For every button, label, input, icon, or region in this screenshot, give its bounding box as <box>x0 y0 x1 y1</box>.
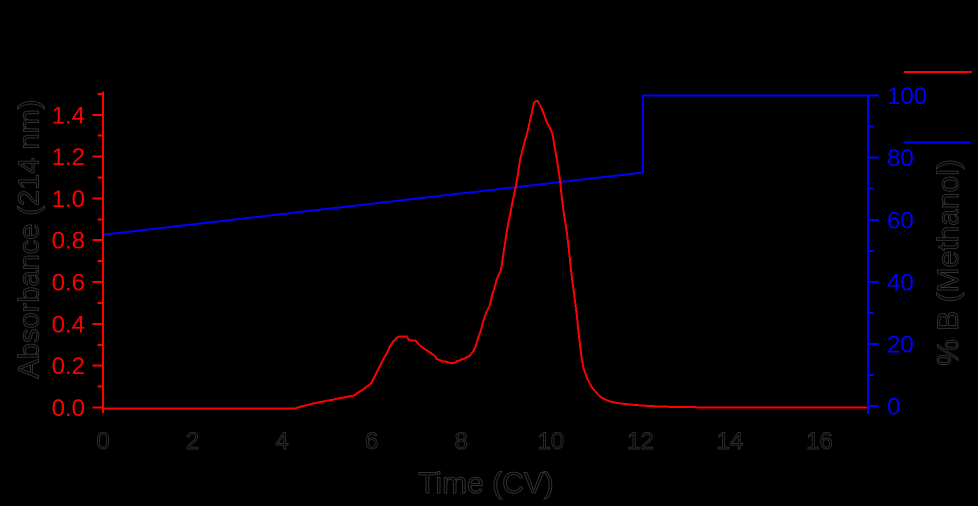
svg-text:Absorbance (214 nm): Absorbance (214 nm) <box>14 100 46 379</box>
svg-text:2: 2 <box>186 428 199 455</box>
svg-text:6: 6 <box>365 428 378 455</box>
svg-text:0: 0 <box>887 394 900 421</box>
svg-text:14: 14 <box>717 428 744 455</box>
svg-text:1.2: 1.2 <box>52 144 85 171</box>
svg-text:1.0: 1.0 <box>52 186 85 213</box>
svg-text:10: 10 <box>537 428 564 455</box>
svg-text:0.8: 0.8 <box>52 228 85 255</box>
svg-text:Time (CV): Time (CV) <box>418 467 554 500</box>
svg-text:20: 20 <box>887 331 914 358</box>
svg-text:0: 0 <box>96 428 109 455</box>
svg-text:4: 4 <box>275 428 288 455</box>
svg-text:0.2: 0.2 <box>52 353 85 380</box>
svg-text:1.4: 1.4 <box>52 102 85 129</box>
svg-text:16: 16 <box>806 428 833 455</box>
svg-text:40: 40 <box>887 269 914 296</box>
svg-text:0.4: 0.4 <box>52 311 85 338</box>
svg-text:100: 100 <box>887 83 927 110</box>
svg-text:80: 80 <box>887 145 914 172</box>
svg-text:0.0: 0.0 <box>52 395 85 422</box>
svg-text:12: 12 <box>627 428 654 455</box>
svg-text:0.6: 0.6 <box>52 270 85 297</box>
svg-text:% B (Methanol): % B (Methanol) <box>932 159 965 366</box>
svg-text:60: 60 <box>887 207 914 234</box>
svg-text:8: 8 <box>455 428 468 455</box>
